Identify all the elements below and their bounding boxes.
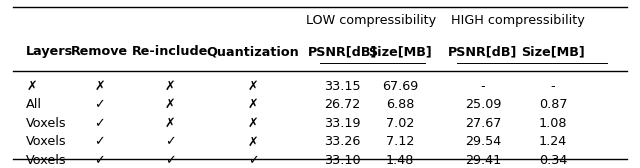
Text: 27.67: 27.67 xyxy=(465,117,501,130)
Text: ✓: ✓ xyxy=(164,154,175,167)
Text: ✓: ✓ xyxy=(248,154,259,167)
Text: All: All xyxy=(26,98,42,111)
Text: ✗: ✗ xyxy=(248,135,259,148)
Text: HIGH compressibility: HIGH compressibility xyxy=(451,14,585,27)
Text: ✗: ✗ xyxy=(164,117,175,130)
Text: 26.72: 26.72 xyxy=(324,98,360,111)
Text: Voxels: Voxels xyxy=(26,154,67,167)
Text: 33.19: 33.19 xyxy=(324,117,360,130)
Text: ✗: ✗ xyxy=(26,80,37,93)
Text: ✗: ✗ xyxy=(248,80,259,93)
Text: ✓: ✓ xyxy=(94,117,105,130)
Text: ✗: ✗ xyxy=(164,80,175,93)
Text: 29.54: 29.54 xyxy=(465,135,501,148)
Text: Size[MB]: Size[MB] xyxy=(368,45,432,58)
Text: 0.87: 0.87 xyxy=(539,98,567,111)
Text: ✗: ✗ xyxy=(94,80,105,93)
Text: PSNR[dB]: PSNR[dB] xyxy=(308,45,377,58)
Text: Re-include: Re-include xyxy=(132,45,208,58)
Text: Remove: Remove xyxy=(71,45,128,58)
Text: 33.26: 33.26 xyxy=(324,135,360,148)
Text: 1.08: 1.08 xyxy=(539,117,567,130)
Text: 67.69: 67.69 xyxy=(381,80,418,93)
Text: ✗: ✗ xyxy=(164,98,175,111)
Text: Layers: Layers xyxy=(26,45,74,58)
Text: 25.09: 25.09 xyxy=(465,98,501,111)
Text: 33.10: 33.10 xyxy=(324,154,361,167)
Text: LOW compressibility: LOW compressibility xyxy=(306,14,436,27)
Text: ✓: ✓ xyxy=(94,135,105,148)
Text: ✓: ✓ xyxy=(94,154,105,167)
Text: ✗: ✗ xyxy=(248,98,259,111)
Text: ✓: ✓ xyxy=(164,135,175,148)
Text: Size[MB]: Size[MB] xyxy=(521,45,585,58)
Text: Voxels: Voxels xyxy=(26,117,67,130)
Text: Quantization: Quantization xyxy=(207,45,300,58)
Text: 7.02: 7.02 xyxy=(386,117,414,130)
Text: 1.24: 1.24 xyxy=(539,135,567,148)
Text: Voxels: Voxels xyxy=(26,135,67,148)
Text: 7.12: 7.12 xyxy=(386,135,414,148)
Text: PSNR[dB]: PSNR[dB] xyxy=(448,45,518,58)
Text: 6.88: 6.88 xyxy=(386,98,414,111)
Text: 1.48: 1.48 xyxy=(386,154,414,167)
Text: -: - xyxy=(481,80,485,93)
Text: -: - xyxy=(551,80,556,93)
Text: 29.41: 29.41 xyxy=(465,154,501,167)
Text: 33.15: 33.15 xyxy=(324,80,361,93)
Text: 0.34: 0.34 xyxy=(539,154,567,167)
Text: ✗: ✗ xyxy=(248,117,259,130)
Text: ✓: ✓ xyxy=(94,98,105,111)
